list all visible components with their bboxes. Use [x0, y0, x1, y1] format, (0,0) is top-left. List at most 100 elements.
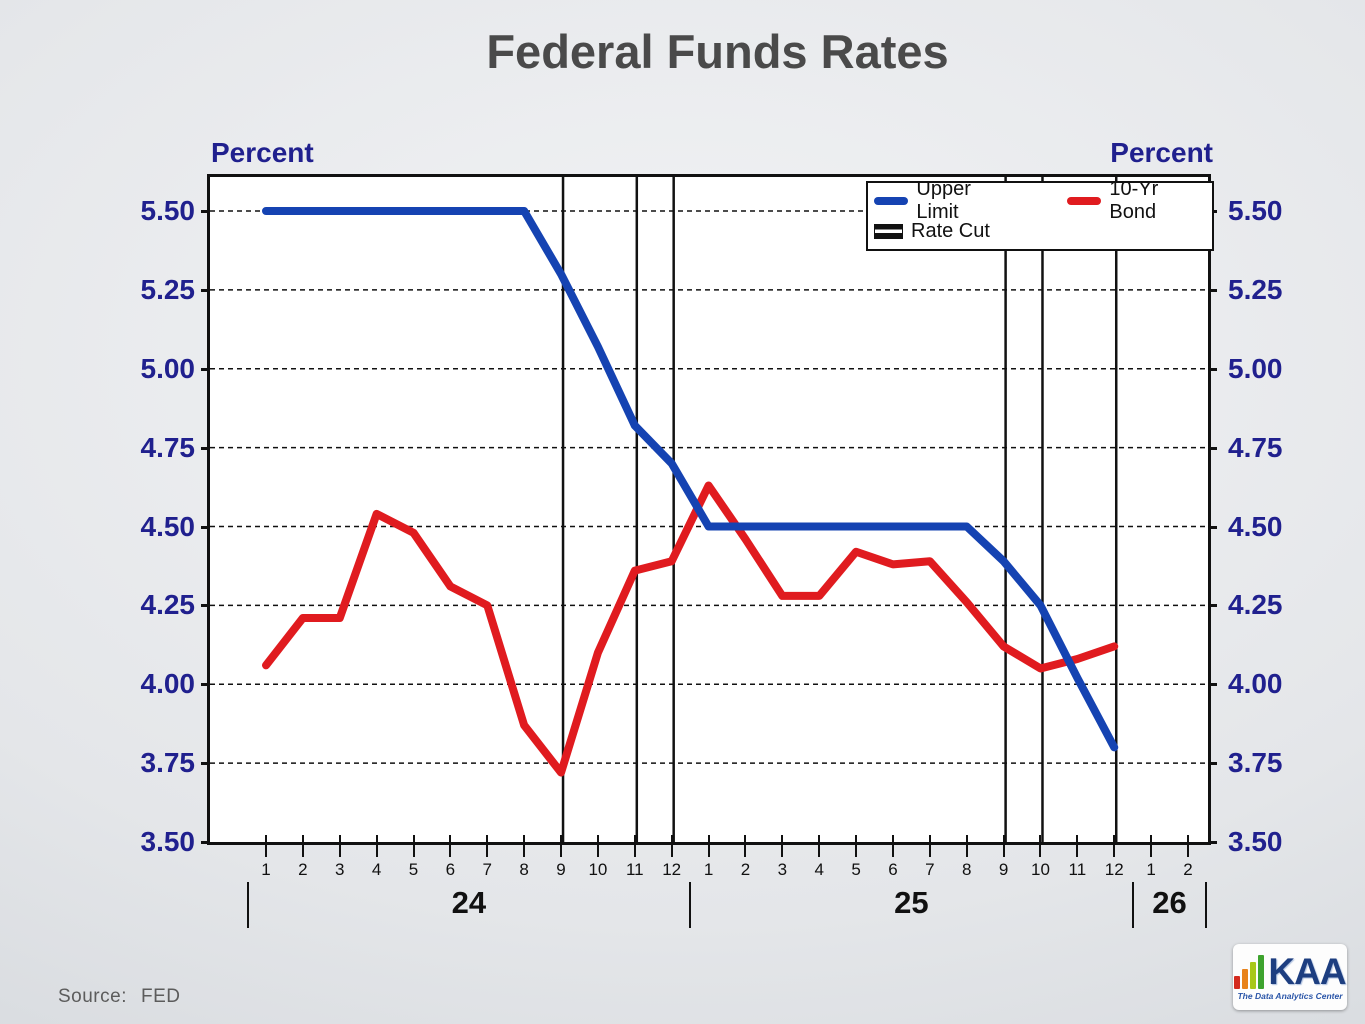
- x-tick: [1076, 835, 1079, 857]
- upper-limit-line: [262, 207, 1119, 752]
- x-month-label: 2: [298, 860, 308, 879]
- x-tick: [707, 835, 710, 857]
- x-tick: [1187, 835, 1189, 857]
- year-label: 24: [451, 885, 487, 920]
- y-outer-tick-left: [201, 525, 210, 529]
- x-month-label: 6: [445, 860, 456, 879]
- y-outer-tick-right: [1208, 683, 1217, 687]
- bar-chart-icon: [1234, 955, 1266, 989]
- source-note: Source: FED: [58, 986, 180, 1008]
- y-outer-tick-right: [1208, 446, 1217, 450]
- x-tick: [1113, 835, 1116, 857]
- x-tick: [1150, 835, 1153, 857]
- x-month-label: 10: [588, 860, 608, 879]
- y-tick-label-left: 4.50: [140, 510, 196, 542]
- x-month-label: 7: [925, 860, 935, 879]
- x-month-label: 3: [777, 860, 788, 879]
- legend-item-ten-yr-bond: 10-Yr Bond: [1067, 178, 1206, 224]
- y-tick-label-right: 4.00: [1228, 668, 1283, 700]
- x-month-label: 1: [703, 860, 714, 879]
- legend-label-ten-yr-bond: 10-Yr Bond: [1109, 177, 1159, 223]
- rate-cut-marker-icon: [874, 224, 903, 239]
- x-tick: [412, 835, 415, 857]
- x-month-label: 2: [740, 860, 751, 879]
- x-tick: [744, 835, 747, 857]
- y-tick-label-right: 3.75: [1228, 747, 1283, 779]
- x-tick: [301, 835, 304, 857]
- x-month-label: 11: [1068, 860, 1087, 879]
- y-axis-title-left: Percent: [211, 137, 314, 168]
- x-tick: [375, 835, 378, 857]
- logo-top: KAA: [1234, 953, 1347, 990]
- y-tick-label-left: 3.50: [140, 826, 196, 857]
- y-outer-tick-left: [201, 683, 210, 687]
- year-label: 26: [1152, 885, 1187, 920]
- year-separator: [1131, 882, 1134, 928]
- plot-area: [207, 174, 1211, 845]
- x-month-label: 3: [335, 860, 345, 879]
- year-label: 25: [894, 885, 929, 920]
- chart-canvas: [210, 177, 1208, 842]
- chart-title: Federal Funds Rates: [486, 25, 949, 78]
- x-tick: [965, 835, 968, 857]
- x-tick: [449, 835, 452, 857]
- y-outer-tick-right: [1208, 367, 1217, 371]
- x-tick: [855, 835, 858, 857]
- y-tick-label-right: 3.50: [1228, 826, 1283, 857]
- y-tick-label-right: 5.00: [1228, 352, 1283, 384]
- x-month-label: 4: [814, 860, 824, 879]
- x-month-label: 7: [482, 860, 492, 879]
- y-tick-label-right: 4.50: [1228, 510, 1283, 542]
- x-month-label: 8: [519, 860, 529, 879]
- y-tick-label-right: 5.50: [1228, 195, 1283, 226]
- x-month-label: 10: [1031, 860, 1050, 879]
- x-tick: [338, 835, 341, 857]
- x-month-label: 2: [1183, 860, 1193, 879]
- x-tick: [1039, 835, 1042, 857]
- y-outer-tick-right: [1208, 841, 1217, 844]
- y-outer-tick-right: [1208, 288, 1217, 292]
- y-axis-title-right: Percent: [1110, 137, 1213, 168]
- x-tick: [633, 835, 636, 857]
- y-tick-label-left: 5.25: [140, 273, 196, 305]
- y-outer-tick-left: [201, 210, 210, 213]
- y-tick-label-left: 3.75: [140, 747, 196, 779]
- x-month-label: 1: [1146, 860, 1156, 879]
- source-value: FED: [140, 986, 181, 1007]
- x-tick: [818, 835, 821, 857]
- x-month-label: 11: [625, 860, 644, 879]
- source-label: Source:: [58, 986, 127, 1007]
- y-outer-tick-left: [201, 367, 210, 371]
- y-outer-tick-right: [1208, 525, 1217, 529]
- year-separator: [689, 882, 692, 928]
- x-month-label: 5: [408, 860, 419, 879]
- x-month-label: 6: [888, 860, 898, 879]
- ten-yr-bond-line-icon: [1067, 196, 1102, 205]
- legend-item-upper-limit: Upper Limit: [874, 178, 1014, 224]
- y-tick-label-left: 5.00: [140, 352, 196, 384]
- x-tick: [891, 835, 894, 857]
- y-tick-label-right: 5.25: [1228, 273, 1283, 305]
- x-month-label: 4: [371, 860, 382, 879]
- x-month-label: 9: [998, 860, 1009, 879]
- x-tick: [523, 835, 526, 857]
- x-tick: [781, 835, 784, 857]
- y-tick-label-right: 4.75: [1228, 431, 1283, 463]
- x-tick: [1002, 835, 1005, 857]
- x-month-label: 9: [556, 860, 566, 879]
- year-separator: [246, 882, 249, 928]
- legend-row-1: Upper Limit 10-Yr Bond: [874, 178, 1206, 223]
- y-tick-label-left: 4.75: [140, 431, 196, 463]
- y-outer-tick-left: [201, 841, 210, 844]
- y-outer-tick-left: [201, 288, 210, 292]
- x-tick: [928, 835, 931, 857]
- y-outer-tick-right: [1208, 604, 1217, 608]
- legend-label-rate-cut: Rate Cut: [911, 220, 990, 242]
- logo-tagline: The Data Analytics Center: [1237, 991, 1343, 1001]
- y-outer-tick-left: [201, 446, 210, 450]
- y-outer-tick-left: [201, 604, 210, 608]
- x-month-label: 8: [961, 860, 972, 879]
- x-month-label: 5: [851, 860, 861, 879]
- y-tick-label-left: 4.25: [140, 589, 196, 621]
